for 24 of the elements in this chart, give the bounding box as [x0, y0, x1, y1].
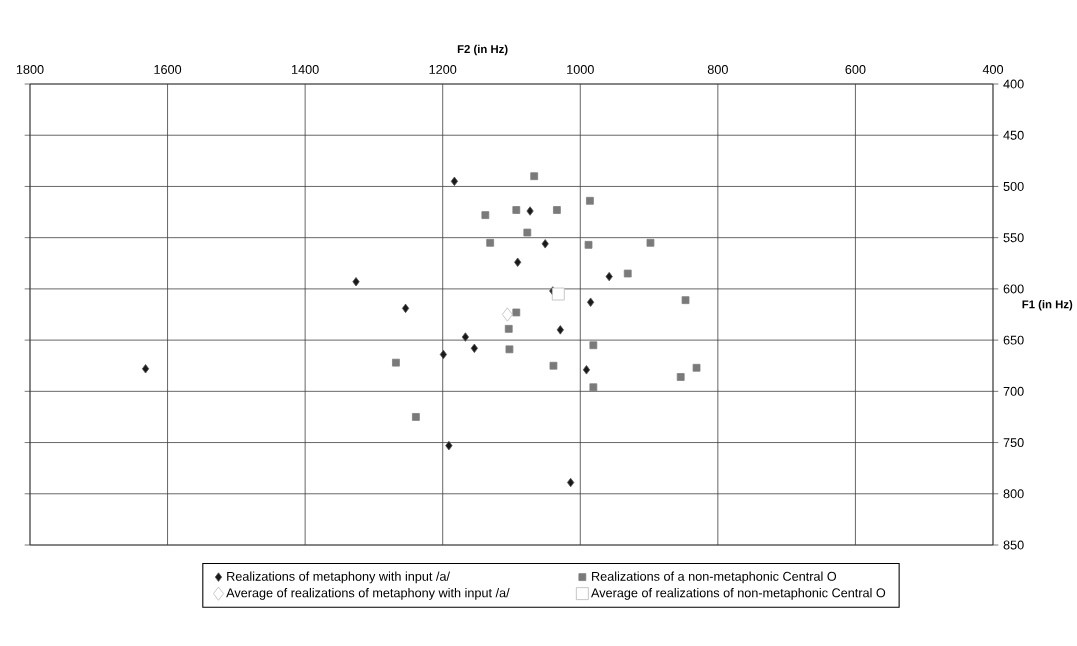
y-tick-label: 500	[1003, 181, 1024, 191]
x-tick-label: 1200	[429, 64, 457, 74]
y-axis-title: F1 (in Hz)	[1022, 299, 1073, 311]
x-tick-label: 1400	[292, 64, 319, 74]
x-tick-label: 800	[707, 64, 728, 74]
legend-label: Realizations of a non-metaphonic Central O	[592, 571, 837, 584]
y-tick-label: 450	[1003, 130, 1024, 140]
y-tick-label: 600	[1003, 284, 1024, 294]
y-tick-label: 550	[1003, 233, 1024, 243]
legend-label: Realizations of metaphony with input /a/	[227, 571, 451, 584]
legend-label: Average of realizations of non-metaphonic Central O	[591, 588, 886, 600]
y-tick-label: 700	[1003, 386, 1024, 396]
x-tick-label: 1000	[567, 64, 594, 74]
y-tick-label: 750	[1003, 438, 1024, 448]
x-tick-label: 1600	[154, 64, 182, 74]
x-tick-label: 1800	[16, 64, 44, 74]
y-tick-label: 650	[1003, 335, 1024, 345]
legend-label: Average of realizations of metaphony with input /a/	[226, 588, 510, 600]
x-axis-title: F2 (in Hz)	[457, 44, 508, 56]
y-tick-label: 400	[1003, 79, 1024, 89]
x-tick-label: 400	[982, 64, 1004, 74]
y-tick-label: 800	[1003, 489, 1024, 499]
y-tick-label: 850	[1003, 540, 1024, 550]
x-tick-label: 600	[845, 64, 866, 74]
